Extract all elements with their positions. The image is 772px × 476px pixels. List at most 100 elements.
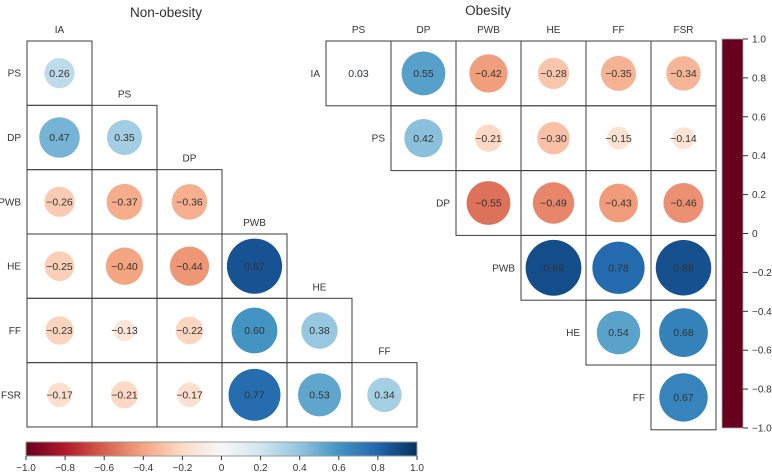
matrix-obesity: 0.03 0.55 −0.42 −0.28 −0.35 −0.34 0.42 −0.21 −0.… [311,25,717,431]
correlation-circle [469,54,508,93]
colorbar-tick-label: −1.0 [16,463,36,474]
row-header-label: DP [7,133,21,144]
correlation-circle [47,382,72,408]
correlation-circle [532,182,575,224]
correlation-circle [401,51,446,96]
colorbar-tick-label: 0 [752,229,758,240]
correlation-value: 0.88 [673,262,694,274]
correlation-circle [106,183,143,220]
colorbar-tick-label: 0.8 [371,463,385,474]
correlation-circle [45,316,74,345]
correlation-value: −0.14 [670,133,697,145]
correlation-value: −0.42 [475,68,502,80]
colorbar-tick-label: 0.6 [752,112,766,123]
column-header-label: IA [55,25,65,36]
colorbar-tick-label: 0.4 [293,463,307,474]
correlation-value: 0.77 [244,389,265,401]
correlation-circle [301,312,338,349]
colorbar-tick-label: −0.6 [94,463,114,474]
correlation-circle [177,382,202,408]
correlation-circle [175,316,204,345]
correlation-value: −0.55 [475,198,502,210]
matrix-non-obesity: 0.26 0.47 0.35 −0.26 −0.37 −0.36 −0.25 −0.40 −0.… [0,25,418,428]
correlation-circle [39,117,80,158]
correlation-circle [171,184,208,220]
column-header-label: FSR [674,25,694,36]
column-header-label: HE [547,25,561,36]
row-header-label: FF [9,326,21,337]
row-header-label: HE [7,262,21,273]
correlation-value: −0.21 [475,133,502,145]
correlation-value: −0.28 [540,68,567,80]
colorbar-tick-label: 0.4 [752,151,766,162]
horizontal-colorbar [25,441,418,457]
correlation-circle [474,124,503,152]
row-header-label: PWB [492,263,515,274]
row-header-label: FSR [1,390,21,401]
correlation-value: 0.53 [309,389,330,401]
colorbar-tick-label: −0.2 [173,463,193,474]
column-header-label: FF [378,347,390,358]
correlation-circle [596,310,641,355]
correlation-value: −0.22 [176,325,203,337]
correlation-value: −0.21 [111,389,138,401]
correlation-circle [663,182,704,224]
colorbar-tick-label: 0.2 [254,463,268,474]
colorbar-tick-label: −0.8 [55,463,75,474]
correlation-value: 0.67 [673,392,694,404]
left-plot-title: Non-obesity [130,5,202,20]
correlation-value: −0.26 [46,196,73,208]
colorbar-tick-label: 0.8 [752,73,766,84]
colorbar-tick-label: −0.4 [133,463,153,474]
correlation-circle [44,251,75,281]
colorbar-tick-label: 1.0 [410,463,424,474]
correlation-value: −0.49 [540,198,567,210]
correlation-circle [113,319,136,342]
colorbar-tick-label: −0.2 [752,268,772,279]
correlation-circle [672,127,695,150]
correlation-circle [607,126,630,150]
row-header-label: HE [566,328,580,339]
correlation-circle [466,181,511,225]
colorbar-tick-label: −1.0 [752,424,772,435]
correlation-value: −0.40 [111,261,138,273]
correlation-value: −0.34 [670,68,697,80]
column-header-label: DP [417,25,431,36]
colorbar-tick-label: 0 [219,463,225,474]
row-header-label: IA [311,69,321,80]
correlation-circle [666,56,701,91]
colorbars: −1.0 −0.8 −0.6 −0.4 −0.2 0 0.2 0.4 0.6 0.8 1.0 1.0 0… [16,35,772,475]
correlation-circle [228,368,281,421]
correlation-value: 0.87 [244,261,265,273]
correlation-value: 0.26 [49,68,70,80]
correlation-value: −0.15 [605,133,632,145]
correlation-circle [659,373,708,422]
correlation-circle [231,307,278,354]
correlation-value: 0.38 [309,325,330,337]
colorbar-tick-label: 1.0 [752,35,766,46]
correlation-circle [659,308,708,357]
correlation-value: 0.89 [543,262,564,274]
correlation-value: −0.37 [111,196,138,208]
correlation-circle [353,68,364,79]
correlation-value: 0.54 [608,327,629,339]
row-header-label: PS [372,134,386,145]
correlation-circle [655,240,712,296]
correlation-value: 0.55 [413,68,434,80]
correlation-circle [107,119,142,155]
correlation-value: −0.30 [540,133,567,145]
correlation-circle [105,247,144,285]
correlation-value: 0.35 [114,132,135,144]
correlation-value: −0.44 [176,261,203,273]
correlation-value: 0.78 [608,262,629,274]
matrix-plots: 0.26 0.47 0.35 −0.26 −0.37 −0.36 −0.25 −0.40 −0.… [0,25,717,431]
colorbar-tick-label: 0.2 [752,190,766,201]
correlation-circle [592,241,645,294]
vertical-colorbar [721,38,744,429]
correlation-circle [110,381,139,409]
correlation-value: −0.13 [111,325,138,337]
right-plot-title: Obesity [465,3,511,18]
correlation-circle [169,246,210,286]
